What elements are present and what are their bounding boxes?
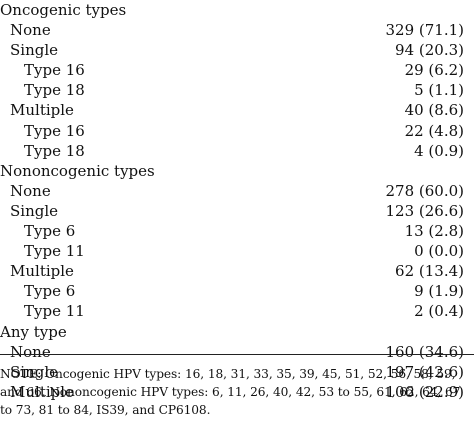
- row-value: 22 (4.8): [404, 121, 464, 140]
- row-label: Type 16: [24, 121, 85, 140]
- table-row: Type 18 4 (0.9): [0, 141, 474, 161]
- row-label: None: [10, 21, 51, 40]
- row-label: Nononcogenic types: [0, 161, 155, 180]
- row-label: Type 6: [24, 282, 76, 301]
- row-label: Type 18: [24, 81, 85, 100]
- table-row: Multiple 62 (13.4): [0, 261, 474, 281]
- row-value: 278 (60.0): [385, 181, 464, 200]
- row-label: Any type: [0, 322, 67, 341]
- row-label: Single: [10, 41, 59, 60]
- table-row: Oncogenic types: [0, 0, 474, 20]
- row-value: 29 (6.2): [404, 61, 464, 80]
- table-row: None 160 (34.6): [0, 342, 474, 362]
- table-row: Multiple 106 (22.9): [0, 382, 474, 402]
- row-label: Type 11: [24, 302, 85, 321]
- row-value: 329 (71.1): [385, 21, 464, 40]
- row-label: Multiple: [10, 262, 74, 281]
- table-divider: [0, 354, 474, 355]
- table-row: None 278 (60.0): [0, 181, 474, 201]
- footnote-line: NOTE: Oncogenic HPV types: 16, 18, 31, 3…: [0, 367, 456, 381]
- row-label: Multiple: [10, 382, 74, 401]
- row-value: 106 (22.9): [385, 382, 464, 401]
- hpv-type-table: Oncogenic types None 329 (71.1) Single 9…: [0, 0, 474, 402]
- row-value: 9 (1.9): [414, 282, 464, 301]
- row-value: 0 (0.0): [414, 242, 464, 261]
- row-label: Type 16: [24, 61, 85, 80]
- row-label: Type 6: [24, 222, 76, 241]
- row-value: 2 (0.4): [414, 302, 464, 321]
- row-label: None: [10, 181, 51, 200]
- row-label: None: [10, 342, 51, 361]
- row-value: 13 (2.8): [404, 222, 464, 241]
- row-value: 5 (1.1): [414, 81, 464, 100]
- footnote-line: to 73, 81 to 84, IS39, and CP6108.: [0, 403, 211, 417]
- footnote-line: and 66. Nononcogenic HPV types: 6, 11, 2…: [0, 385, 461, 399]
- row-label: Multiple: [10, 101, 74, 120]
- table-row: Type 11 2 (0.4): [0, 301, 474, 321]
- table-row: Any type: [0, 322, 474, 342]
- row-value: 40 (8.6): [404, 101, 464, 120]
- row-value: 197 (42.6): [385, 362, 464, 381]
- table-row: Nononcogenic types: [0, 161, 474, 181]
- row-label: Single: [10, 362, 59, 381]
- row-label: Single: [10, 201, 59, 220]
- table-row: None 329 (71.1): [0, 20, 474, 40]
- table-row: Type 16 29 (6.2): [0, 60, 474, 80]
- table-row: Type 11 0 (0.0): [0, 241, 474, 261]
- row-label: Oncogenic types: [0, 1, 127, 19]
- table-row: Single 94 (20.3): [0, 40, 474, 60]
- row-value: 94 (20.3): [395, 41, 464, 60]
- row-value: 62 (13.4): [395, 262, 464, 281]
- table-row: Type 18 5 (1.1): [0, 80, 474, 100]
- row-value: 123 (26.6): [385, 201, 464, 220]
- table-footnote: NOTE: Oncogenic HPV types: 16, 18, 31, 3…: [0, 365, 474, 419]
- row-label: Type 18: [24, 141, 85, 160]
- table-row: Single 123 (26.6): [0, 201, 474, 221]
- row-value: 160 (34.6): [385, 342, 464, 361]
- row-label: Type 11: [24, 242, 85, 261]
- row-value: 4 (0.9): [414, 141, 464, 160]
- table-row: Type 16 22 (4.8): [0, 121, 474, 141]
- table-row: Single 197 (42.6): [0, 362, 474, 382]
- table-row: Multiple 40 (8.6): [0, 100, 474, 120]
- table-row: Type 6 13 (2.8): [0, 221, 474, 241]
- table-row: Type 6 9 (1.9): [0, 281, 474, 301]
